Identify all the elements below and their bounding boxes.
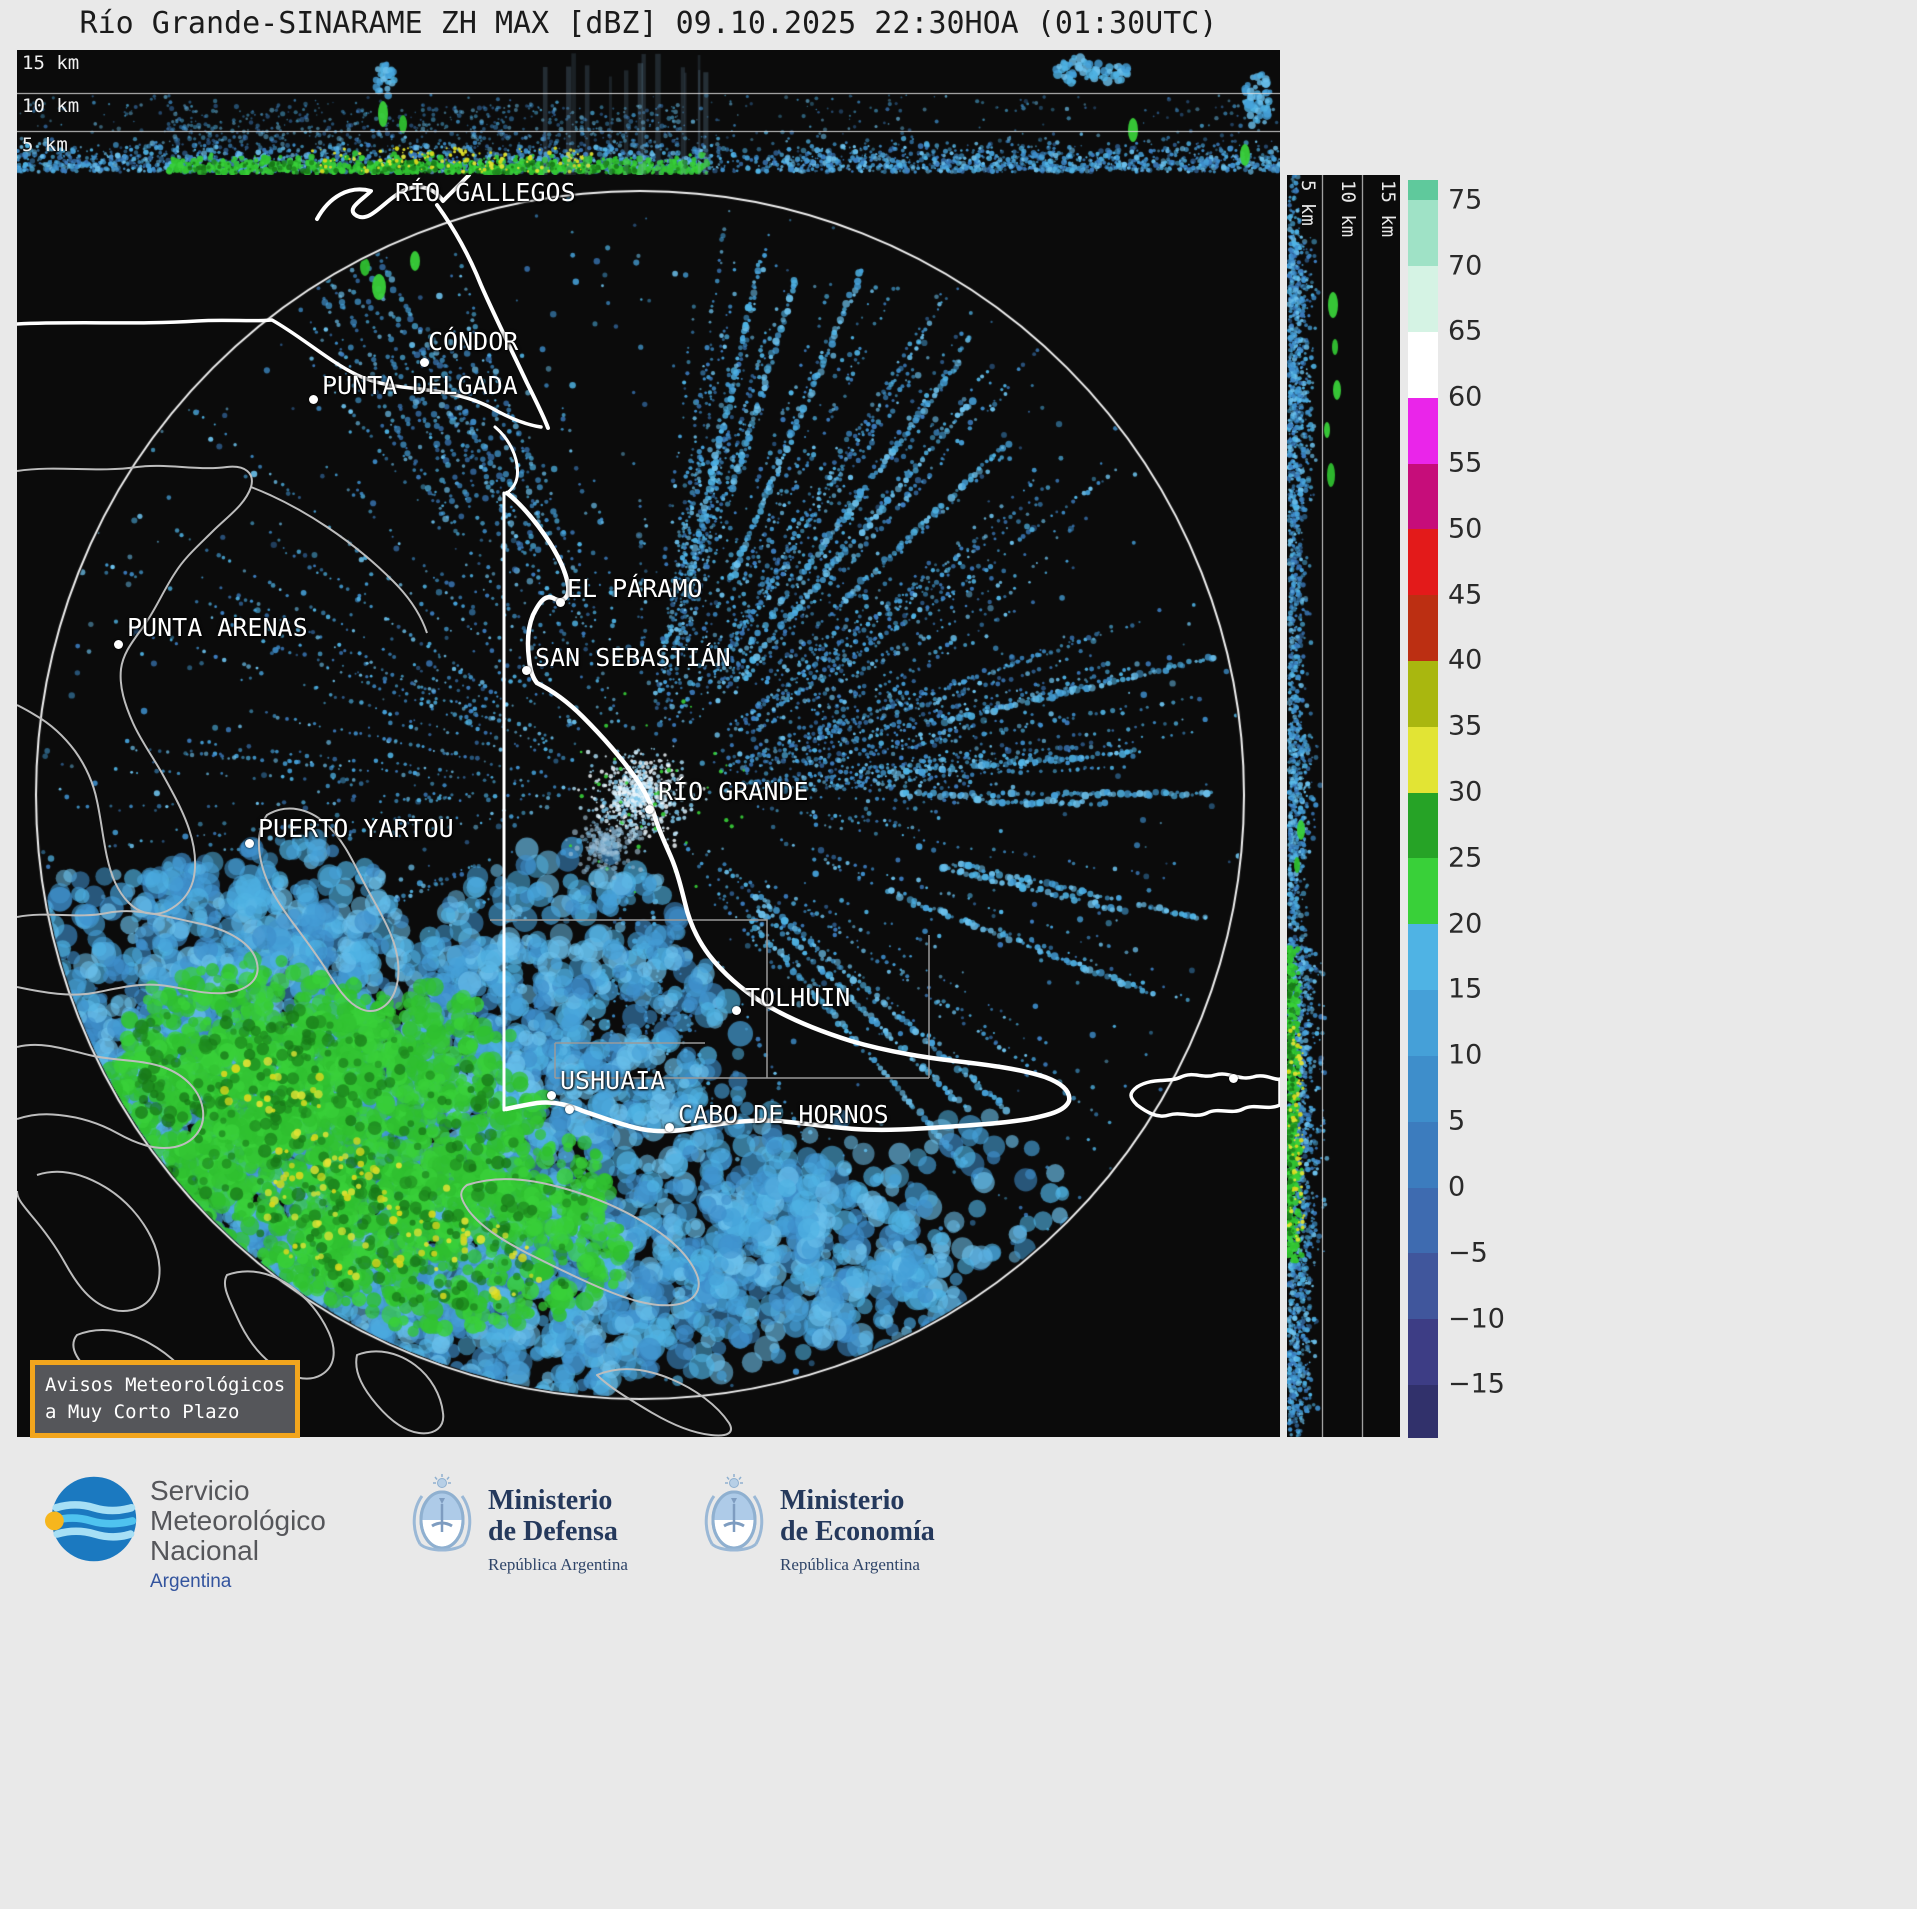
defensa-arms-group xyxy=(410,1474,474,1564)
warning-line1: Avisos Meteorológicos xyxy=(45,1374,286,1396)
colorbar-tick: 65 xyxy=(1448,315,1483,347)
cross-section-top-panel: 15 km 10 km 5 km xyxy=(17,50,1280,175)
colorbar-band xyxy=(1408,594,1438,662)
warning-line2: a Muy Corto Plazo xyxy=(45,1400,240,1423)
coat-of-arms-icon xyxy=(412,1474,472,1552)
colorbar-band xyxy=(1408,397,1438,464)
colorbar-tick: 40 xyxy=(1448,644,1483,676)
colorbar-tick: 75 xyxy=(1448,184,1483,216)
colorbar-band xyxy=(1408,199,1438,267)
colorbar-band xyxy=(1408,180,1438,201)
economia-line1: Ministerio xyxy=(780,1485,905,1516)
colorbar-tick: 70 xyxy=(1448,250,1483,282)
place-dot xyxy=(114,640,123,649)
place-label: CÓNDOR xyxy=(428,327,519,356)
altitude-label-10km-v: 10 km xyxy=(1337,180,1359,238)
place-dot xyxy=(522,666,531,675)
colorbar-tick: 5 xyxy=(1448,1105,1466,1137)
altitude-label-5km-v: 5 km xyxy=(1297,180,1319,226)
place-dot xyxy=(556,598,565,607)
smn-name-line1: Servicio xyxy=(150,1475,250,1506)
place-label: SAN SEBASTIÁN xyxy=(535,643,731,672)
colorbar-tick: 55 xyxy=(1448,447,1483,479)
colorbar-band xyxy=(1408,989,1438,1056)
colorbar-tick: 30 xyxy=(1448,776,1483,808)
place-dot xyxy=(1229,1074,1238,1083)
colorbar-tick: 35 xyxy=(1448,710,1483,742)
colorbar-tick: 20 xyxy=(1448,908,1483,940)
warning-box[interactable]: Avisos Meteorológicos a Muy Corto Plazo xyxy=(30,1360,301,1438)
colorbar-tick: −15 xyxy=(1448,1368,1505,1400)
place-label: CABO DE HORNOS xyxy=(678,1100,889,1129)
smn-logo-group xyxy=(45,1472,139,1570)
place-label: TOLHUIN xyxy=(745,983,851,1012)
colorbar-band xyxy=(1408,1384,1438,1438)
colorbar-tick: 60 xyxy=(1448,381,1483,413)
place-label: PUERTO YARTOU xyxy=(258,814,454,843)
colorbar-tick: 45 xyxy=(1448,579,1483,611)
colorbar-band xyxy=(1408,726,1438,793)
colorbar-tick: −10 xyxy=(1448,1303,1505,1335)
cross-section-right-canvas xyxy=(1287,175,1400,1437)
colorbar-tick: 0 xyxy=(1448,1171,1466,1203)
economia-arms-group xyxy=(702,1474,766,1564)
place-dot xyxy=(645,805,654,814)
product-title: Río Grande-SINARAME ZH MAX [dBZ] 09.10.2… xyxy=(79,6,1218,41)
place-label: USHUAIA xyxy=(560,1066,666,1095)
colorbar-band xyxy=(1408,528,1438,596)
colorbar-band xyxy=(1408,660,1438,727)
colorbar-band xyxy=(1408,923,1438,991)
smn-logo-icon xyxy=(45,1476,137,1562)
colorbar-tick: 25 xyxy=(1448,842,1483,874)
colorbar-band xyxy=(1408,1055,1438,1122)
place-label: PUNTA DELGADA xyxy=(322,371,518,400)
colorbar-band xyxy=(1408,1121,1438,1188)
defensa-text-group: Ministerio de Defensa República Argentin… xyxy=(488,1485,628,1575)
place-dot xyxy=(565,1105,574,1114)
place-dot xyxy=(547,1091,556,1100)
coat-of-arms-icon xyxy=(704,1474,764,1552)
economia-text-group: Ministerio de Economía República Argenti… xyxy=(780,1485,935,1575)
defensa-line1: Ministerio xyxy=(488,1485,613,1516)
colorbar-band xyxy=(1408,331,1438,398)
colorbar-band xyxy=(1408,857,1438,925)
place-label: RÍO GRANDE xyxy=(658,777,809,806)
radar-map-panel: RÍO GALLEGOS CÓNDOR PUNTA DELGADA PUNTA ARE… xyxy=(17,175,1280,1438)
altitude-label-15km-v: 15 km xyxy=(1377,180,1399,238)
colorbar-tick: 15 xyxy=(1448,973,1483,1005)
altitude-label-5km: 5 km xyxy=(22,134,68,156)
smn-name-line3: Nacional xyxy=(150,1534,259,1566)
place-dot xyxy=(420,358,429,367)
colorbar-band xyxy=(1408,792,1438,859)
place-label: PUNTA ARENAS xyxy=(127,613,308,642)
smn-name-line2: Meteorológico xyxy=(150,1504,326,1536)
colorbar-band xyxy=(1408,1318,1438,1385)
place-dot xyxy=(665,1123,674,1132)
altitude-label-10km: 10 km xyxy=(22,95,80,117)
colorbar-tick: 10 xyxy=(1448,1039,1483,1071)
cross-section-right-panel: 5 km 10 km 15 km xyxy=(1287,175,1400,1437)
colorbar-band xyxy=(1408,462,1438,530)
place-label: RÍO GALLEGOS xyxy=(395,178,576,207)
colorbar-tick: −5 xyxy=(1448,1237,1488,1269)
colorbar-tick: 50 xyxy=(1448,513,1483,545)
smn-country-label: Argentina xyxy=(150,1570,232,1592)
altitude-label-15km: 15 km xyxy=(22,52,80,74)
economia-line2: de Economía xyxy=(780,1516,935,1548)
place-dot xyxy=(245,839,254,848)
colorbar-band xyxy=(1408,1252,1438,1320)
colorbar xyxy=(1408,180,1438,1438)
cross-section-top-canvas xyxy=(17,50,1280,175)
place-label: EL PÁRAMO xyxy=(567,574,703,603)
defensa-sub: República Argentina xyxy=(488,1554,628,1574)
place-dot xyxy=(309,395,318,404)
colorbar-band xyxy=(1408,1186,1438,1254)
defensa-line2: de Defensa xyxy=(488,1516,618,1548)
colorbar-band xyxy=(1408,265,1438,332)
place-dot xyxy=(732,1006,741,1015)
economia-sub: República Argentina xyxy=(780,1554,920,1574)
smn-text-group: Servicio Meteorológico Nacional Argentin… xyxy=(150,1476,326,1593)
